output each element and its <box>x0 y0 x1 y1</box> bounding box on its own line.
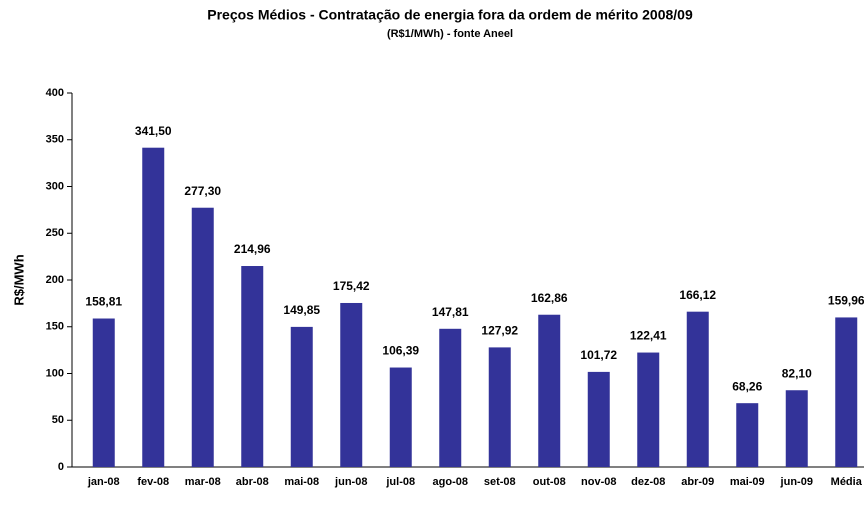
x-tick-label: jun-09 <box>780 476 813 488</box>
bar <box>736 403 759 467</box>
y-axis-label: R$/MWh <box>11 254 26 305</box>
x-tick-label: dez-08 <box>631 476 665 488</box>
x-tick-label: abr-08 <box>236 476 269 488</box>
bar <box>241 266 264 467</box>
y-tick-label: 100 <box>46 367 64 379</box>
y-tick-label: 250 <box>46 227 64 239</box>
x-tick-label: Média <box>831 476 863 488</box>
bar <box>142 147 165 467</box>
x-tick-label: jan-08 <box>87 476 120 488</box>
value-label: 159,96 <box>828 294 864 308</box>
y-tick-label: 50 <box>52 414 64 426</box>
y-tick-label: 350 <box>46 134 64 146</box>
x-tick-label: mar-08 <box>185 476 221 488</box>
value-label: 106,39 <box>382 344 419 358</box>
x-tick-label: out-08 <box>533 476 566 488</box>
bar <box>587 371 610 467</box>
value-label: 101,72 <box>580 348 617 362</box>
bar <box>191 207 214 468</box>
chart-subtitle: (R$1/MWh) - fonte Aneel <box>387 28 513 40</box>
y-tick-label: 0 <box>58 461 64 473</box>
value-label: 122,41 <box>630 329 667 343</box>
bar <box>290 326 313 467</box>
value-label: 158,81 <box>85 295 122 309</box>
bar <box>92 318 115 467</box>
bar <box>686 311 709 467</box>
bar <box>637 352 660 467</box>
y-tick-label: 150 <box>46 321 64 333</box>
x-tick-label: jul-08 <box>385 476 415 488</box>
x-tick-label: jun-08 <box>334 476 367 488</box>
chart-title: Preços Médios - Contratação de energia f… <box>207 7 693 23</box>
value-label: 127,92 <box>481 324 518 338</box>
value-label: 68,26 <box>732 379 762 393</box>
bar <box>488 347 511 467</box>
value-label: 277,30 <box>184 184 221 198</box>
value-label: 147,81 <box>432 305 469 319</box>
y-tick-label: 300 <box>46 180 64 192</box>
bar <box>340 302 363 467</box>
x-tick-label: abr-09 <box>681 476 714 488</box>
bar <box>538 314 561 467</box>
x-tick-label: mai-09 <box>730 476 765 488</box>
x-tick-label: ago-08 <box>433 476 468 488</box>
x-tick-label: mai-08 <box>284 476 319 488</box>
x-tick-label: nov-08 <box>581 476 616 488</box>
bar <box>785 390 808 467</box>
value-label: 166,12 <box>679 288 716 302</box>
value-label: 341,50 <box>135 124 172 138</box>
value-label: 82,10 <box>782 366 812 380</box>
bar <box>835 317 858 467</box>
value-label: 214,96 <box>234 242 271 256</box>
bar <box>389 367 412 467</box>
x-tick-label: set-08 <box>484 476 516 488</box>
value-label: 149,85 <box>283 303 320 317</box>
value-label: 175,42 <box>333 279 370 293</box>
x-tick-label: fev-08 <box>137 476 169 488</box>
y-tick-label: 400 <box>46 87 64 99</box>
value-label: 162,86 <box>531 291 568 305</box>
bar <box>439 328 462 467</box>
y-tick-label: 200 <box>46 274 64 286</box>
